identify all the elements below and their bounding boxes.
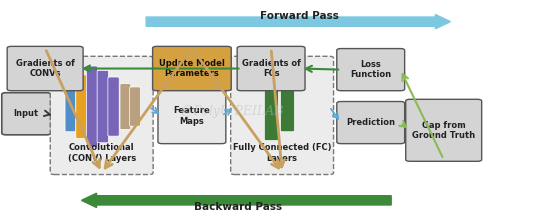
Text: Forward Pass: Forward Pass — [260, 11, 339, 21]
Text: Convolutional
(CONV) Layers: Convolutional (CONV) Layers — [68, 143, 136, 163]
Text: Gap from
Ground Truth: Gap from Ground Truth — [412, 121, 475, 140]
FancyBboxPatch shape — [50, 56, 153, 174]
FancyBboxPatch shape — [120, 84, 131, 129]
FancyBboxPatch shape — [265, 73, 278, 141]
FancyBboxPatch shape — [76, 75, 86, 138]
FancyBboxPatch shape — [7, 46, 83, 91]
Text: Feature
Maps: Feature Maps — [173, 106, 210, 126]
FancyBboxPatch shape — [130, 87, 140, 126]
FancyBboxPatch shape — [158, 88, 226, 144]
Text: Loss
Function: Loss Function — [350, 60, 392, 79]
FancyBboxPatch shape — [97, 70, 109, 143]
FancyBboxPatch shape — [2, 93, 51, 135]
FancyBboxPatch shape — [65, 81, 76, 132]
Text: @PolyU PEILAB: @PolyU PEILAB — [181, 105, 284, 117]
FancyBboxPatch shape — [237, 46, 305, 91]
FancyBboxPatch shape — [337, 49, 404, 91]
FancyBboxPatch shape — [337, 101, 404, 144]
FancyBboxPatch shape — [231, 56, 334, 174]
Text: Gradients of
CONVs: Gradients of CONVs — [16, 59, 75, 78]
FancyBboxPatch shape — [108, 77, 119, 136]
FancyArrow shape — [146, 14, 450, 29]
FancyBboxPatch shape — [153, 46, 231, 91]
Text: Gradients of
FCs: Gradients of FCs — [241, 59, 301, 78]
FancyBboxPatch shape — [280, 81, 294, 132]
Text: Backward Pass: Backward Pass — [194, 202, 282, 212]
FancyArrow shape — [82, 193, 391, 208]
Text: Update Model
Parameters: Update Model Parameters — [159, 59, 225, 78]
Text: Input: Input — [14, 109, 39, 118]
Text: Prediction: Prediction — [346, 118, 395, 127]
Text: Fully Connected (FC)
Layers: Fully Connected (FC) Layers — [233, 143, 332, 163]
FancyBboxPatch shape — [406, 99, 482, 161]
FancyBboxPatch shape — [86, 66, 98, 147]
